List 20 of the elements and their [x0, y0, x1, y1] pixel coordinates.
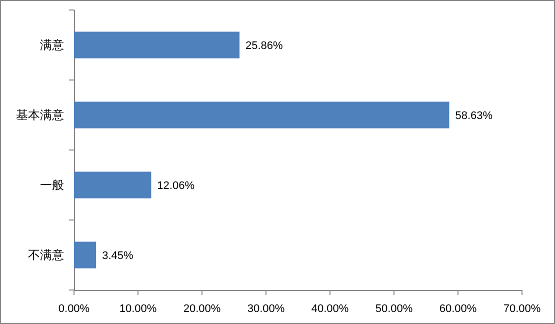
data-label: 3.45%: [102, 250, 134, 262]
bar: [74, 102, 450, 128]
y-tick-label: 基本满意: [16, 108, 64, 122]
bar: [74, 172, 152, 198]
data-label: 25.86%: [246, 40, 284, 52]
bar: [74, 242, 96, 268]
y-tick-label: 不满意: [28, 248, 64, 262]
y-tick-label: 满意: [40, 38, 64, 52]
x-tick-label: 50.00%: [375, 303, 413, 315]
x-tick-label: 0.00%: [58, 303, 90, 315]
x-tick-label: 70.00%: [503, 303, 541, 315]
y-tick-label: 一般: [40, 178, 64, 192]
x-tick-label: 40.00%: [311, 303, 349, 315]
x-tick-label: 10.00%: [119, 303, 157, 315]
x-tick-label: 20.00%: [183, 303, 221, 315]
x-tick-label: 30.00%: [247, 303, 285, 315]
data-label: 12.06%: [157, 180, 195, 192]
data-label: 58.63%: [455, 110, 493, 122]
bar: [74, 32, 240, 58]
x-tick-label: 60.00%: [439, 303, 477, 315]
